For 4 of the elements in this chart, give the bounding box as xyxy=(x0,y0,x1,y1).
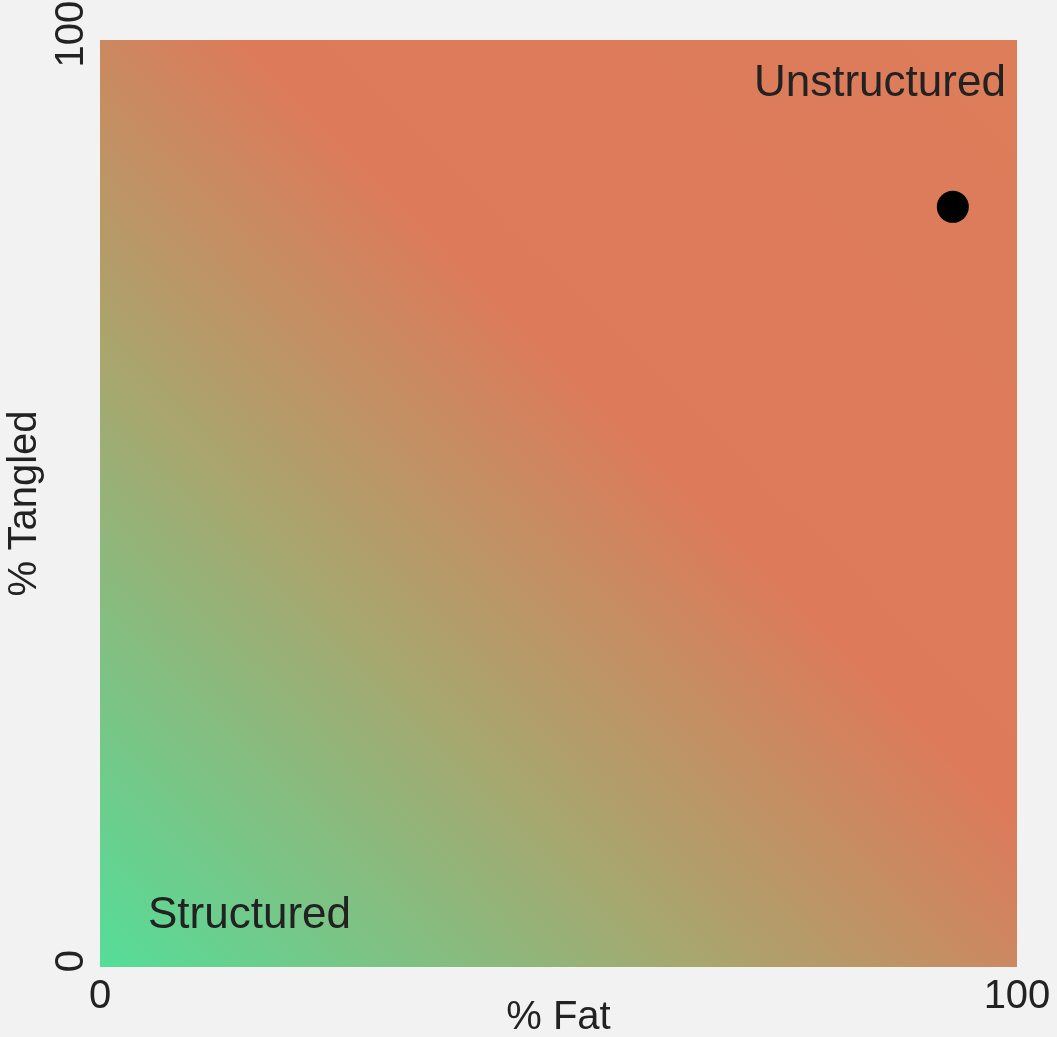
annotation: Structured xyxy=(148,888,351,937)
y-axis-title: % Tangled xyxy=(0,410,44,597)
annotation: Unstructured xyxy=(754,56,1006,105)
x-axis-title: % Fat xyxy=(506,993,611,1037)
